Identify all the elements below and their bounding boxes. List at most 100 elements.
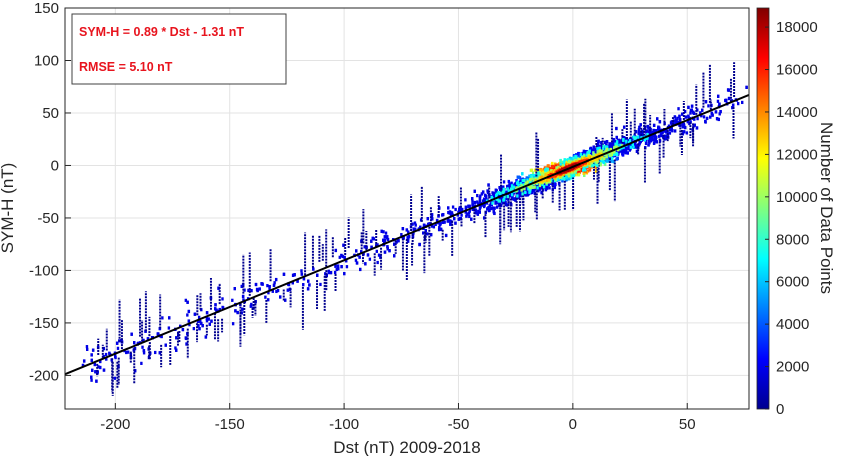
density-point xyxy=(96,370,99,374)
density-point xyxy=(607,156,611,160)
density-point xyxy=(368,257,372,261)
density-point xyxy=(86,347,89,351)
density-point xyxy=(334,248,338,253)
density-point xyxy=(486,207,489,211)
density-point xyxy=(185,336,188,341)
density-point xyxy=(489,202,493,206)
density-point xyxy=(146,337,150,341)
density-point xyxy=(674,118,678,122)
density-point xyxy=(482,197,486,201)
density-point xyxy=(621,149,624,153)
density-point xyxy=(273,281,276,285)
density-point xyxy=(495,201,498,205)
density-point xyxy=(662,135,665,139)
density-point xyxy=(286,288,290,292)
density-point xyxy=(383,238,387,243)
density-point xyxy=(682,122,686,126)
density-point xyxy=(272,283,276,287)
density-point xyxy=(478,210,481,214)
density-point xyxy=(646,124,650,129)
density-point xyxy=(518,189,522,193)
density-point xyxy=(337,267,340,271)
density-point xyxy=(113,376,117,380)
density-point xyxy=(731,103,735,107)
density-point xyxy=(129,355,133,360)
density-point xyxy=(102,368,106,372)
density-point xyxy=(383,250,387,254)
density-point xyxy=(696,117,699,121)
density-point xyxy=(647,143,650,147)
density-point xyxy=(427,222,430,226)
density-point xyxy=(476,212,480,216)
density-point xyxy=(291,273,295,277)
density-point xyxy=(268,285,271,289)
density-point xyxy=(354,258,358,262)
density-point xyxy=(532,183,536,187)
density-point xyxy=(521,172,524,176)
density-point xyxy=(615,135,618,140)
density-point xyxy=(264,295,267,299)
density-point xyxy=(478,199,482,203)
density-point xyxy=(175,336,178,340)
density-point xyxy=(359,267,362,272)
density-point xyxy=(500,185,504,190)
density-point xyxy=(689,111,692,115)
density-point xyxy=(676,116,679,120)
density-point xyxy=(167,326,171,330)
density-point xyxy=(483,199,486,203)
density-point xyxy=(494,188,498,192)
density-point xyxy=(658,139,662,143)
density-point xyxy=(386,245,389,249)
density-point xyxy=(531,171,535,175)
density-point xyxy=(457,210,461,214)
density-point xyxy=(419,225,422,229)
density-point xyxy=(586,169,590,173)
density-point xyxy=(458,207,461,211)
density-point xyxy=(465,214,468,218)
density-point xyxy=(210,319,213,323)
density-point xyxy=(624,145,627,149)
density-point xyxy=(493,194,496,198)
density-point xyxy=(597,142,600,146)
density-point xyxy=(504,196,508,201)
density-point xyxy=(611,144,614,148)
density-point xyxy=(494,191,497,195)
density-point xyxy=(622,136,626,140)
density-point xyxy=(198,327,201,331)
density-point xyxy=(638,139,641,144)
density-point xyxy=(478,207,482,211)
density-point xyxy=(205,317,209,321)
density-point xyxy=(577,173,581,177)
density-point xyxy=(607,159,610,163)
density-point xyxy=(400,233,403,237)
density-point xyxy=(336,264,340,268)
density-point xyxy=(329,271,333,275)
density-point xyxy=(495,205,499,209)
density-point xyxy=(609,143,613,147)
density-point xyxy=(484,193,487,197)
density-point xyxy=(393,254,396,258)
density-point xyxy=(497,194,500,198)
density-point xyxy=(638,125,641,129)
density-point xyxy=(90,375,93,379)
density-point xyxy=(508,183,511,187)
density-point xyxy=(278,295,282,299)
density-point xyxy=(654,135,658,139)
density-point xyxy=(93,362,97,367)
density-point xyxy=(447,206,450,210)
density-point xyxy=(424,229,428,233)
density-point xyxy=(525,188,528,192)
density-point xyxy=(581,151,585,156)
density-point xyxy=(617,142,621,146)
density-point xyxy=(91,368,94,372)
density-point xyxy=(161,316,164,320)
density-point xyxy=(677,107,680,111)
density-point xyxy=(639,123,642,127)
density-point xyxy=(342,243,345,247)
density-point xyxy=(422,231,425,235)
density-point xyxy=(608,144,611,148)
density-point xyxy=(266,284,269,288)
density-point xyxy=(90,378,93,382)
density-point xyxy=(709,115,712,119)
density-point xyxy=(637,129,641,134)
